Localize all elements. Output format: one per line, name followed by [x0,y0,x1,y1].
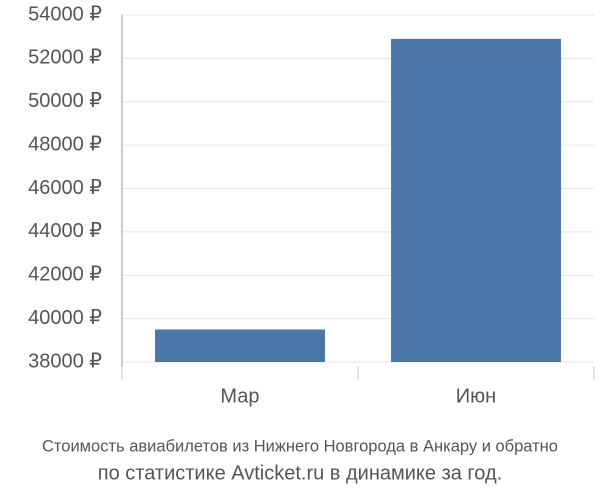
y-tick-label: 46000 ₽ [28,177,102,199]
y-tick-label: 38000 ₽ [28,350,102,372]
caption-line: Стоимость авиабилетов из Нижнего Новгоро… [42,437,558,455]
x-tick-label: Мар [220,385,259,407]
y-tick-label: 50000 ₽ [28,90,102,112]
y-tick-label: 54000 ₽ [28,3,102,25]
y-tick-label: 52000 ₽ [28,47,102,69]
bar [155,329,325,362]
y-tick-label: 44000 ₽ [28,220,102,242]
y-tick-label: 40000 ₽ [28,307,102,329]
caption-line: по статистике Avticket.ru в динамике за … [98,462,502,484]
x-tick-label: Июн [456,385,496,407]
y-tick-label: 48000 ₽ [28,133,102,155]
y-tick-label: 42000 ₽ [28,264,102,286]
bar [391,38,561,362]
